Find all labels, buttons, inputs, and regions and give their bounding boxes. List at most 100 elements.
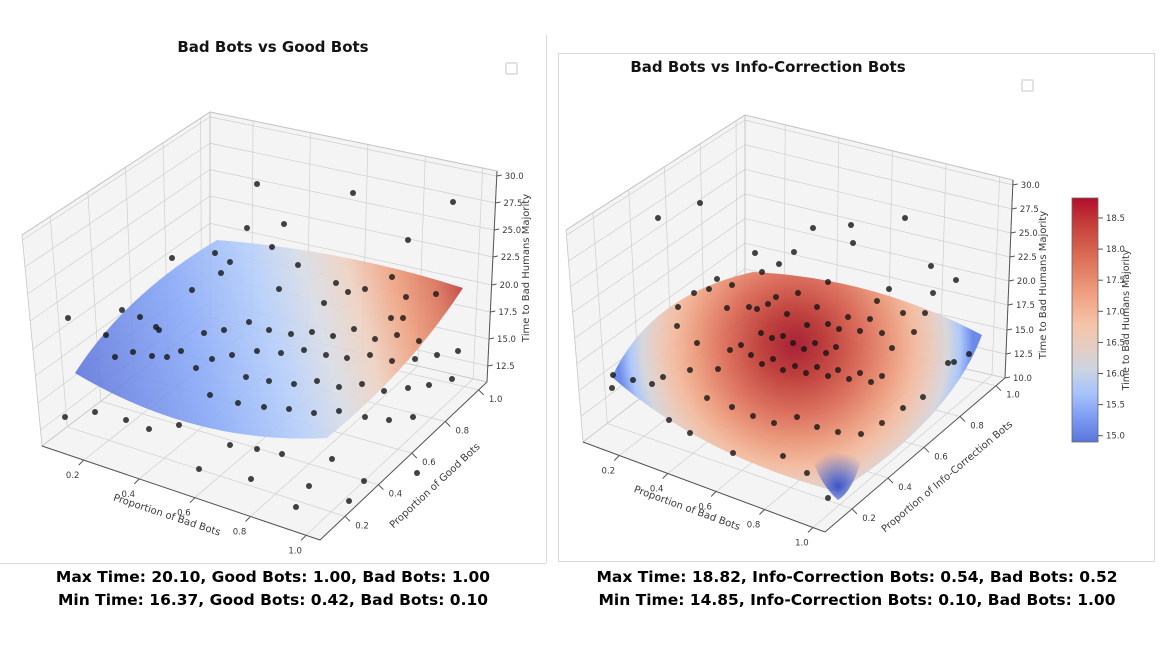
scatter-point — [857, 370, 863, 376]
right-x-tick-mark — [807, 527, 814, 533]
colorbar-tick-label: 18.5 — [1106, 214, 1125, 224]
right-z-tick-mark — [1010, 231, 1016, 234]
left-y-tick-mark — [478, 389, 485, 396]
left-z-tick-mark — [488, 337, 495, 340]
scatter-point — [189, 287, 195, 293]
left-floor-gridline — [305, 378, 474, 536]
scatter-point — [389, 358, 395, 364]
right-z-axis-spine — [1004, 179, 1014, 379]
right-z-tick-mark — [1011, 207, 1017, 210]
scatter-point — [414, 470, 420, 476]
left-z-tick-label: 20.0 — [500, 281, 519, 291]
left-z-tick-mark — [495, 201, 501, 204]
right-y-tick-mark — [923, 446, 930, 453]
right-y-tick-label: 0.8 — [970, 422, 984, 432]
scatter-point — [403, 294, 409, 300]
right-y-tick-label: 1.0 — [1006, 391, 1020, 401]
scatter-point — [394, 332, 400, 338]
scatter-point — [388, 315, 394, 321]
scatter-point — [410, 414, 416, 420]
right-x-tick-label: 0.6 — [698, 503, 712, 513]
scatter-point — [792, 363, 798, 369]
scatter-point — [738, 342, 744, 348]
scatter-point — [850, 240, 856, 246]
scatter-point — [687, 367, 693, 373]
scatter-point — [266, 378, 272, 384]
left-z-gridline — [209, 222, 492, 286]
right-z-tick-mark — [1012, 183, 1018, 186]
scatter-point — [381, 388, 387, 394]
scatter-point — [123, 417, 129, 423]
scatter-point — [729, 404, 735, 410]
scatter-point — [278, 350, 284, 356]
scatter-point — [130, 349, 136, 355]
left-x-tick-label: 0.4 — [122, 490, 136, 500]
right-scatter-series — [609, 200, 972, 501]
scatter-point — [714, 276, 720, 282]
right-x-tick-label: 0.2 — [602, 467, 616, 477]
scatter-point — [434, 352, 440, 358]
left-caption: Max Time: 20.10, Good Bots: 1.00, Bad Bo… — [8, 566, 538, 612]
scatter-point — [248, 476, 254, 482]
scatter-point — [286, 406, 292, 412]
scatter-point — [928, 263, 934, 269]
scatter-point — [752, 250, 758, 256]
scatter-point — [323, 352, 329, 358]
right-panel-border — [558, 53, 1155, 562]
scatter-point — [345, 289, 351, 295]
scatter-point — [780, 333, 786, 339]
scatter-point — [857, 328, 863, 334]
left-scatter-series — [62, 181, 461, 510]
scatter-point — [833, 344, 839, 350]
right-z-gridline — [570, 169, 746, 288]
right-z-gridline — [744, 144, 1012, 210]
left-z-gridline — [24, 142, 211, 268]
scatter-point — [321, 300, 327, 306]
right-x-tick-mark — [613, 455, 620, 461]
scatter-point — [386, 417, 392, 423]
scatter-point — [311, 410, 317, 416]
scatter-point — [351, 326, 357, 332]
left-x-tick-mark — [189, 497, 196, 504]
scatter-point — [694, 340, 700, 346]
left-y-tick-mark — [411, 452, 418, 459]
scatter-point — [344, 355, 350, 361]
left-x-tick-mark — [300, 534, 307, 541]
left-panel-border-right — [546, 35, 547, 563]
scatter-point — [771, 420, 777, 426]
left-3d-plot: 0.2 0.4 0.6 0.8 1.0 0.2 0.4 0.6 0.8 1.0 30.0 27.5 25… — [21, 111, 532, 556]
scatter-point — [254, 446, 260, 452]
left-z-tick-mark — [490, 310, 496, 313]
colorbar-tick-label: 18.0 — [1106, 245, 1125, 255]
scatter-point — [146, 426, 152, 432]
scatter-point — [825, 321, 831, 327]
scatter-point — [281, 221, 287, 227]
left-box-edge — [21, 111, 211, 236]
scatter-point — [920, 394, 926, 400]
left-x-tick-label: 0.2 — [66, 471, 80, 481]
scatter-point — [727, 347, 733, 353]
left-z-tick-label: 25.0 — [502, 226, 521, 236]
right-y-tick-mark — [887, 477, 894, 484]
scatter-point — [804, 470, 810, 476]
scatter-point — [193, 365, 199, 371]
left-x-tick-mark — [245, 516, 251, 522]
scatter-point — [243, 374, 249, 380]
right-surface-blue-dip — [812, 453, 862, 500]
scatter-point — [746, 304, 752, 310]
left-z-tick-label: 30.0 — [505, 172, 524, 182]
left-panel-border-bottom — [0, 563, 546, 564]
scatter-point — [359, 381, 365, 387]
scatter-point — [900, 310, 906, 316]
scatter-point — [795, 290, 801, 296]
scatter-point — [405, 237, 411, 243]
right-caption-max: Max Time: 18.82, Info-Correction Bots: 0… — [596, 568, 1118, 586]
scatter-point — [412, 356, 418, 362]
right-z-tick-mark — [1008, 279, 1015, 282]
scatter-point — [704, 395, 710, 401]
left-z-tick-mark — [496, 174, 502, 177]
scatter-point — [610, 372, 616, 378]
right-box-edge — [744, 114, 1014, 181]
scatter-point — [879, 373, 885, 379]
scatter-point — [156, 327, 162, 333]
